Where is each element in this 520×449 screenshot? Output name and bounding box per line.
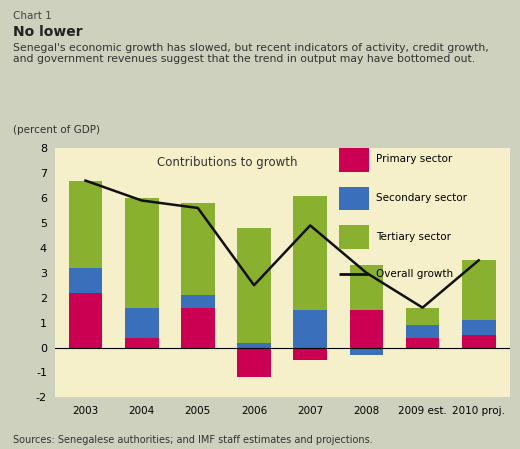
Bar [237,228,271,343]
Text: Primary sector: Primary sector [376,154,452,164]
Bar [181,295,215,308]
Bar [293,195,327,310]
Bar [293,348,327,360]
Bar [462,320,496,335]
Bar [406,308,439,325]
Text: (percent of GDP): (percent of GDP) [13,125,100,135]
Text: Contributions to growth: Contributions to growth [157,156,298,169]
Bar [339,187,369,211]
Text: Sources: Senegalese authorities; and IMF staff estimates and projections.: Sources: Senegalese authorities; and IMF… [13,436,373,445]
Text: No lower: No lower [13,25,83,39]
Bar [181,308,215,348]
Bar [349,265,383,310]
Bar [462,335,496,348]
Bar [69,180,102,268]
Bar [69,268,102,293]
Text: Senegal's economic growth has slowed, but recent indicators of activity, credit : Senegal's economic growth has slowed, bu… [13,43,489,53]
Bar [406,325,439,338]
Bar [125,198,159,308]
Bar [237,343,271,348]
Text: and government revenues suggest that the trend in output may have bottomed out.: and government revenues suggest that the… [13,54,475,64]
Text: Chart 1: Chart 1 [13,11,52,21]
Bar [293,310,327,348]
Bar [69,293,102,348]
Bar [339,225,369,249]
Bar [406,338,439,348]
Text: Overall growth: Overall growth [376,269,453,279]
Bar [181,203,215,295]
Bar [462,260,496,320]
Bar [349,348,383,355]
Bar [125,338,159,348]
Bar [125,308,159,338]
Text: Secondary sector: Secondary sector [376,193,467,203]
Text: Tertiary sector: Tertiary sector [376,232,451,242]
Bar [349,310,383,348]
Bar [237,348,271,378]
Bar [339,148,369,172]
